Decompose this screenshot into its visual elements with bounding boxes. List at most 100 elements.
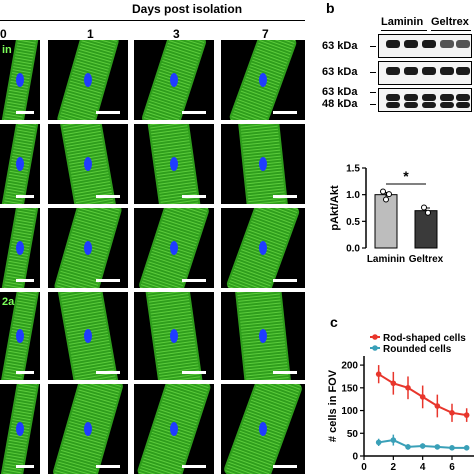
x-tick-label: Geltrex [409,254,444,265]
data-point [463,445,470,451]
micrograph-r5-c1 [0,384,40,474]
scale-bar [182,371,206,374]
cardiomyocyte-image [54,208,122,288]
micrograph-r3-c2 [48,208,128,288]
scale-bar [182,465,206,468]
row-label-4: 2a [2,296,15,308]
data-point [380,188,386,195]
micrograph-r1-c4 [221,40,305,120]
micrograph-r2-c2 [48,124,128,204]
nucleus [16,73,24,87]
scale-bar [16,371,34,374]
y-axis-label: pAkt/Akt [329,185,341,231]
data-point [421,204,427,211]
micrograph-r4-c3 [134,292,214,380]
micrograph-r4-c2 [48,292,128,380]
micrograph-r5-c2 [48,384,128,474]
cardiomyocyte-image [1,208,39,288]
blot-row-1-kda: 63 kDa [322,40,358,52]
blot-column-geltrex: Geltrex [431,16,469,28]
scale-bar [273,195,297,198]
scale-bar [96,279,120,282]
legend-entry: Rod-shaped cells [383,333,466,344]
cardiomyocyte-image [0,384,40,474]
blot-row-3-tick-48 [370,104,376,105]
panel-b-letter: b [326,0,335,16]
y-tick-label: 200 [341,361,358,372]
scale-bar [96,111,120,114]
nucleus [170,73,178,87]
panel-a-header: Days post isolation [132,2,243,16]
blot-row-2-kda: 63 kDa [322,66,358,78]
legend-entry: Rounded cells [383,344,452,355]
blot-column-laminin: Laminin [381,16,424,28]
cardiomyocyte-image [60,124,116,204]
x-tick-label: 4 [420,462,426,473]
y-tick-label: 1.0 [346,190,360,201]
cardiomyocyte-image [237,124,289,204]
data-point [375,439,382,446]
nucleus [170,422,178,436]
micrograph-r1-c2 [48,40,128,120]
blot-band [422,40,436,48]
nucleus [170,241,178,255]
blot-band [456,102,470,108]
data-point [386,191,392,198]
data-point [419,394,426,400]
data-point [419,443,426,449]
nucleus [259,422,267,436]
cardiomyocyte-image [234,292,292,380]
data-point [390,380,397,387]
scale-bar [16,111,34,114]
significance-marker: * [403,168,409,184]
blot-row-3-kda-48: 48 kDa [322,98,358,110]
nucleus [16,329,24,343]
pakt-bar-chart: 0.0 0.5 1.0 1.5 pAkt/Akt Laminin Geltrex * [329,164,444,266]
nucleus [16,422,24,436]
nucleus [84,329,92,343]
x-tick-label: 0 [361,462,367,473]
y-tick-label: 150 [341,383,358,394]
blot-band [386,102,400,108]
nucleus [16,157,24,171]
legend-swatch-marker [372,334,378,340]
cardiomyocyte-image [1,40,39,120]
y-tick-label: 1.5 [346,164,360,175]
cell-count-line-chart: 0501001502000246Days post isolation# cel… [327,333,474,474]
micrograph-r1-c1 [0,40,40,120]
panel-c-letter: c [330,314,338,330]
nucleus [84,73,92,87]
row-label-1: in [2,44,12,56]
blot-band [456,94,470,101]
micrograph-r2-c3 [134,124,214,204]
y-tick-label: 0 [352,452,358,463]
y-tick-label: 0.0 [346,244,360,255]
cardiomyocyte-image [224,384,302,474]
blot-band [440,94,454,101]
micrograph-r5-c3 [134,384,214,474]
cardiomyocyte-image [139,208,209,288]
blot-band [386,67,400,75]
data-point [463,412,470,418]
blot-band [440,102,454,108]
data-point [405,444,411,450]
scale-bar [96,465,120,468]
blot-band [404,94,418,101]
x-tick-label: 2 [391,462,397,473]
data-point [383,196,389,203]
scale-bar [182,279,206,282]
data-point [434,444,441,450]
cardiomyocyte-image [229,40,297,120]
cardiomyocyte-image [142,40,206,120]
cardiomyocyte-image [226,208,300,288]
data-point [449,445,455,451]
scale-bar [96,195,120,198]
micrograph-r2-c4 [221,124,305,204]
blot-band [386,94,400,101]
data-point [449,410,455,416]
data-point [375,371,382,377]
column-label-day-0: 0 [0,27,7,41]
micrograph-r4-c4 [221,292,305,380]
column-label-day-7: 7 [262,27,269,41]
legend-swatch-marker [372,345,378,351]
